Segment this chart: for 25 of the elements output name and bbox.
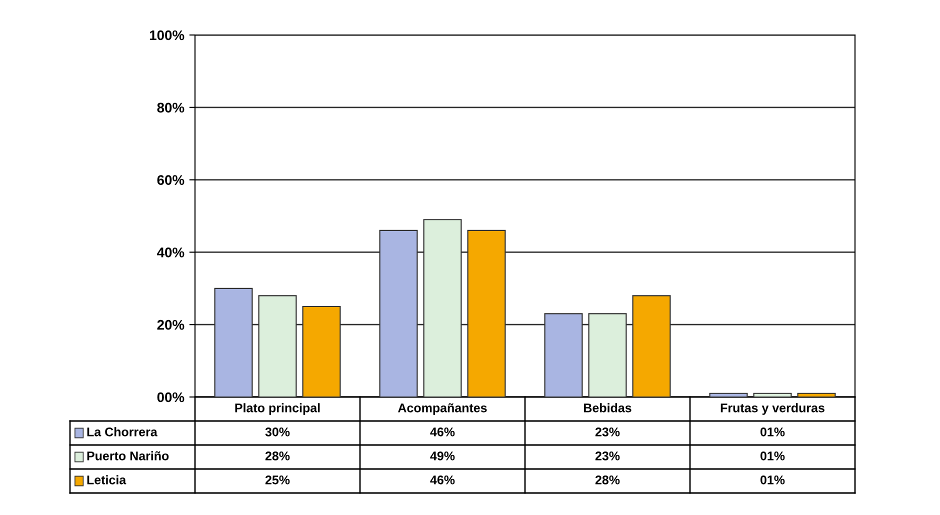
- data-label: 01%: [760, 476, 785, 484]
- data-label: 25%: [265, 476, 290, 484]
- data-label: 49%: [430, 452, 455, 460]
- y-tick-label: 100%: [150, 30, 184, 40]
- x-tick-label: Acompañantes: [398, 403, 487, 415]
- data-label: 01%: [760, 428, 785, 436]
- y-tick-label: 00%: [157, 392, 184, 402]
- data-label: 46%: [430, 428, 455, 436]
- y-tick-label: 20%: [157, 320, 184, 330]
- data-label: 28%: [265, 452, 290, 460]
- legend-label: La Chorrera: [87, 427, 158, 436]
- y-tick-label: 60%: [157, 175, 184, 185]
- x-tick-label: Bebidas: [584, 403, 632, 412]
- y-tick-label: 40%: [156, 248, 184, 258]
- x-tick-label: Plato principal: [235, 403, 320, 415]
- y-tick-label: 80%: [157, 102, 184, 113]
- data-label: 28%: [595, 476, 620, 484]
- data-label: 46%: [430, 476, 455, 484]
- data-label: 01%: [760, 452, 785, 460]
- x-tick-label: Frutas y verduras: [720, 403, 824, 415]
- data-label: 23%: [595, 428, 620, 436]
- data-label: 30%: [265, 428, 290, 436]
- legend-label: Leticia: [87, 475, 126, 484]
- data-label: 23%: [595, 452, 620, 460]
- legend-label: Puerto Nariño: [87, 451, 169, 460]
